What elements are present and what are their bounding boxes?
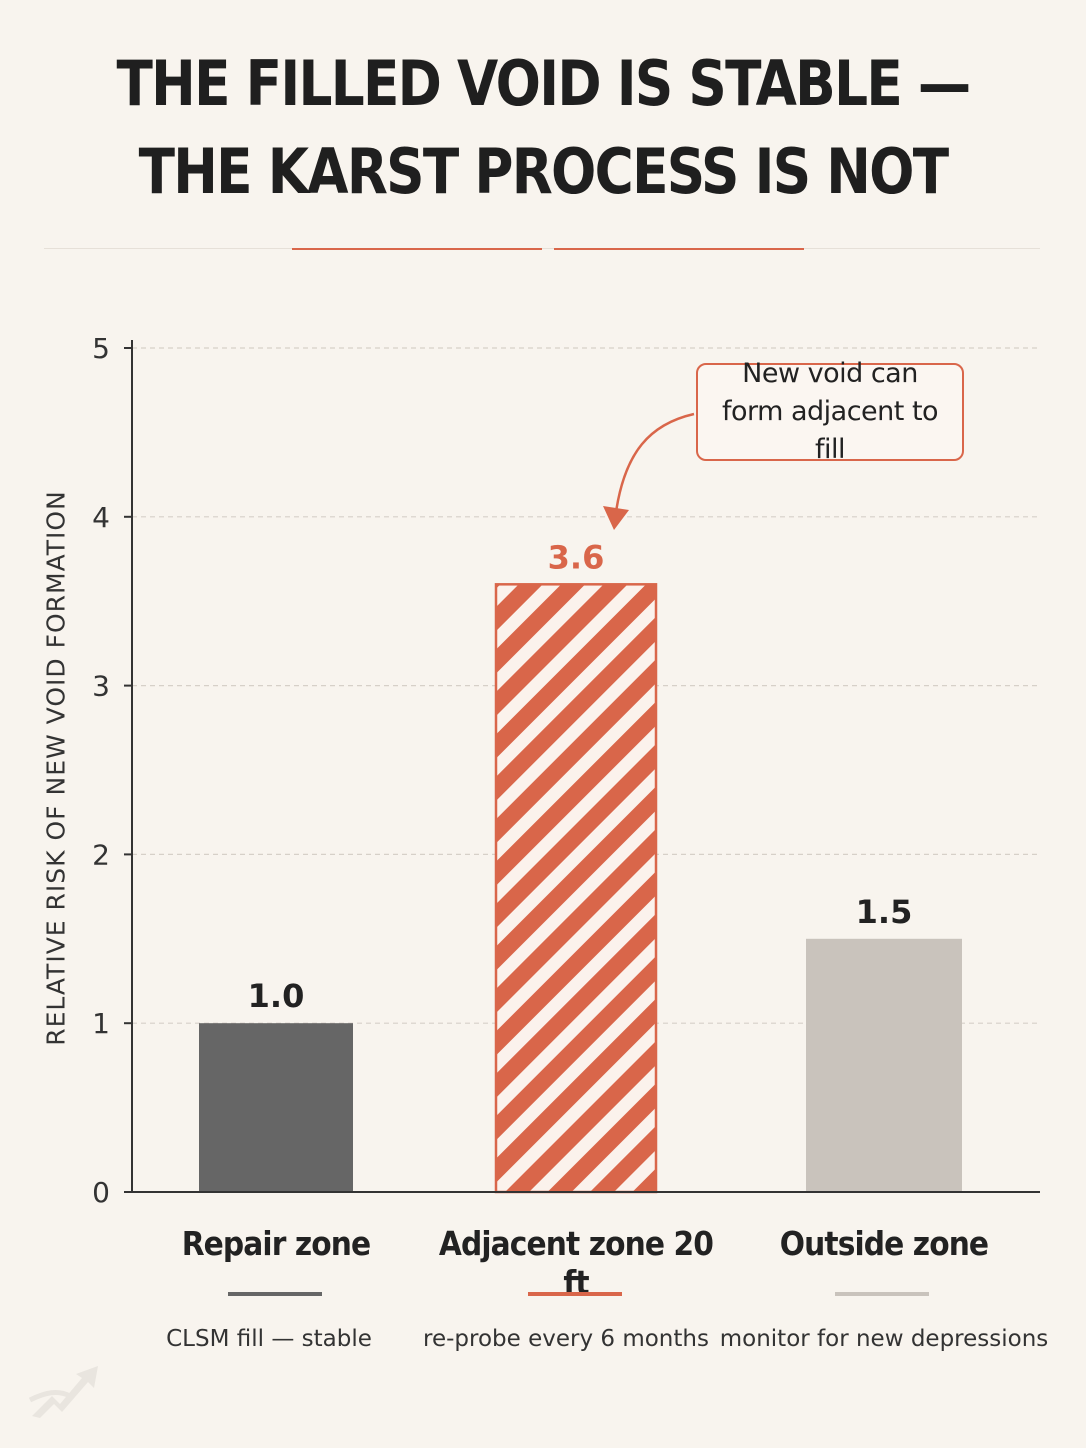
- title-divider: [44, 248, 1040, 249]
- y-tick-label: 5: [92, 332, 110, 365]
- note-repair-zone: CLSM fill — stable: [166, 1326, 372, 1352]
- y-axis-label: RELATIVE RISK OF NEW VOID FORMATION: [41, 490, 71, 1046]
- y-tick-label: 0: [92, 1176, 110, 1209]
- watermark-logo-icon: [28, 1366, 98, 1418]
- note-outside-zone: monitor for new depressions: [719, 1326, 1049, 1352]
- y-tick-label: 4: [92, 501, 110, 534]
- y-tick-label: 2: [92, 838, 110, 871]
- outside-zone-swatch: [835, 1292, 929, 1296]
- category-label-repair-zone: Repair zone: [181, 1224, 371, 1263]
- title-line-1: THE FILLED VOID IS STABLE —: [116, 47, 972, 120]
- bar-value-label: 1.0: [248, 977, 305, 1015]
- bar-adjacent-zone-20-ft: [494, 583, 658, 1194]
- callout-line-1: New void can: [742, 358, 918, 389]
- y-tick-label: 3: [92, 670, 110, 703]
- bar-value-label: 3.6: [548, 538, 605, 576]
- category-label-outside-zone: Outside zone: [779, 1224, 989, 1263]
- title-accent-line-left: [292, 248, 542, 250]
- chart-title: THE FILLED VOID IS STABLE — THE KARST PR…: [76, 40, 1010, 216]
- bar-repair-zone: [199, 1023, 353, 1192]
- callout-arrow: [614, 412, 695, 513]
- bar-outside-zone: [806, 938, 962, 1192]
- callout-box: New void can form adjacent to fill: [696, 358, 964, 465]
- callout-arrowhead: [603, 506, 629, 530]
- repair-zone-swatch: [228, 1292, 322, 1296]
- category-label-adjacent-zone: Adjacent zone 20 ft: [438, 1224, 714, 1302]
- y-tick-label: 1: [92, 1007, 110, 1040]
- title-line-2: THE KARST PROCESS IS NOT: [138, 135, 950, 208]
- note-adjacent-zone: re-probe every 6 months: [423, 1326, 709, 1352]
- title-accent-line-right: [554, 248, 804, 250]
- adjacent-zone-swatch: [528, 1292, 622, 1296]
- callout-line-2: form adjacent to fill: [721, 396, 939, 465]
- bar-value-label: 1.5: [856, 893, 913, 931]
